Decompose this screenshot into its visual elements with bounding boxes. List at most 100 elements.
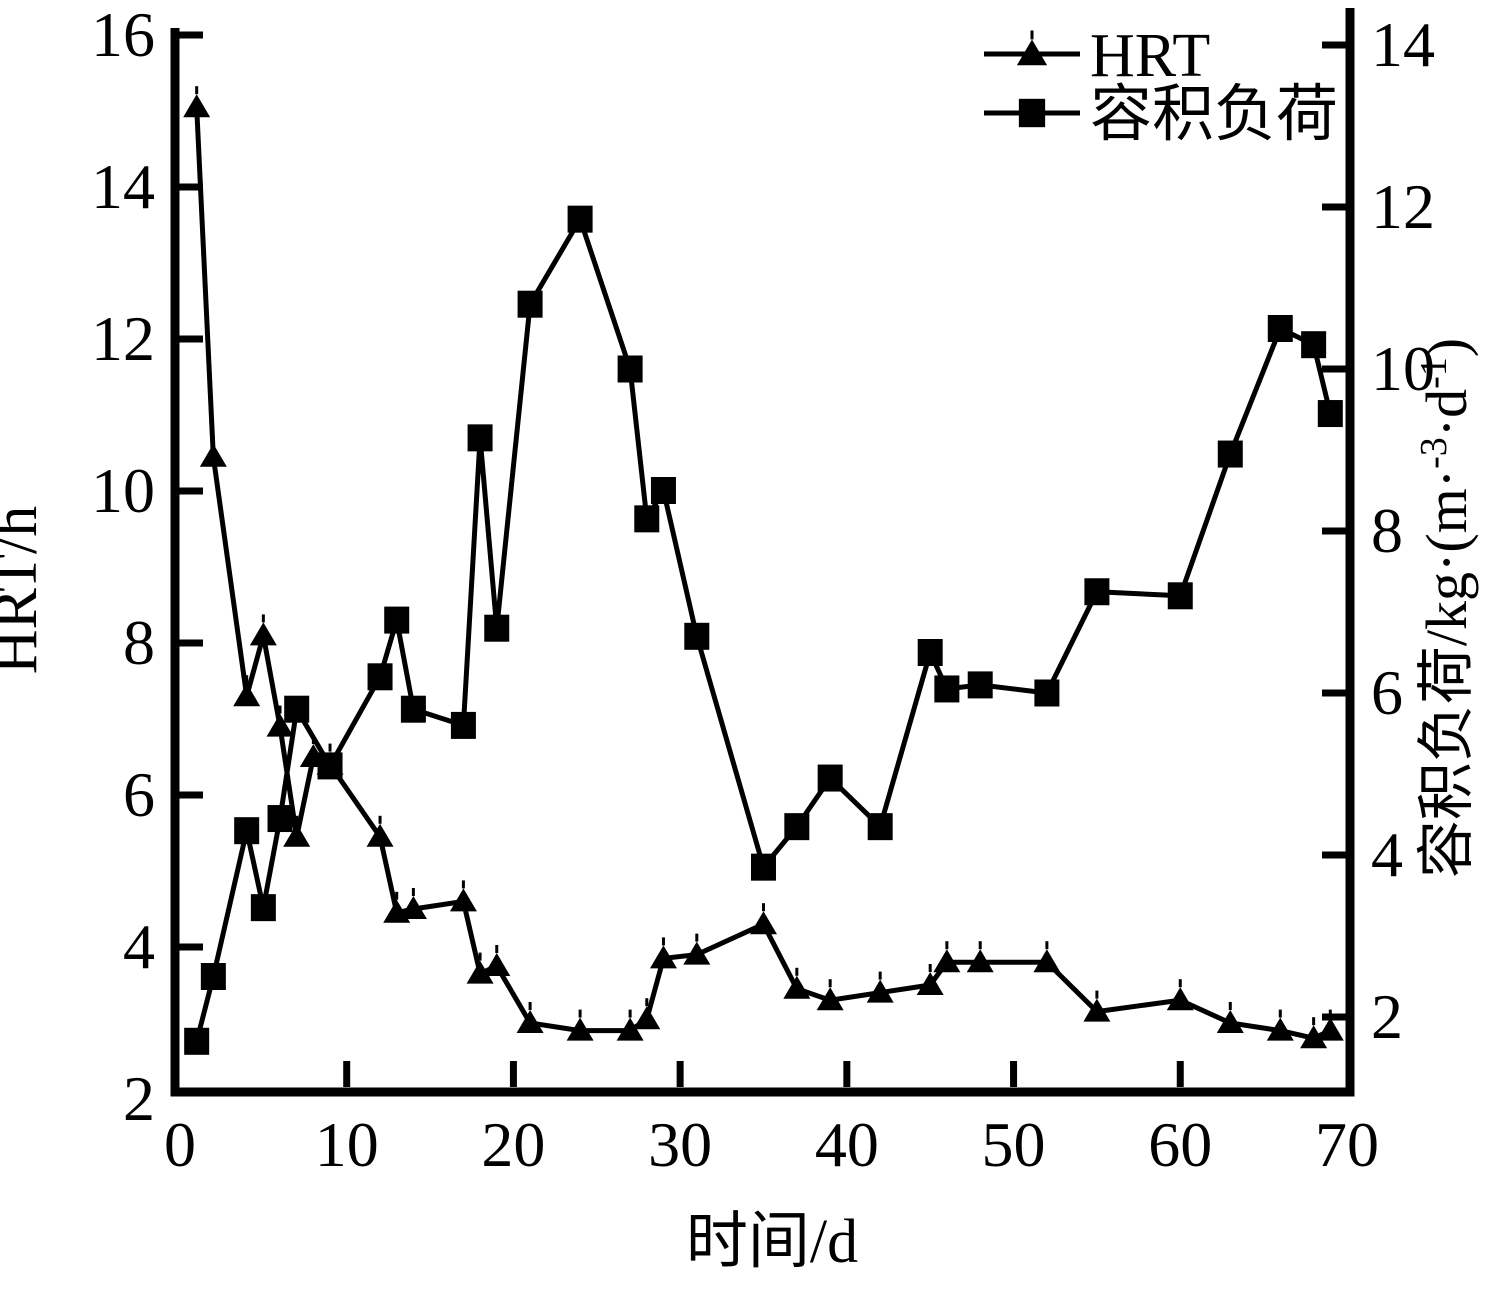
hrt-point-marker — [1300, 1025, 1328, 1049]
volumetric-load-point-marker — [967, 671, 993, 699]
hrt-point-marker — [633, 1006, 661, 1030]
hrt-point-marker — [466, 960, 494, 984]
volumetric-load-point-marker — [684, 622, 710, 650]
volumetric-load-point-marker — [384, 606, 410, 634]
x-axis-title: 时间/d — [686, 1208, 858, 1276]
volumetric-load-point-marker — [317, 752, 343, 780]
volumetric-load-point-marker — [1267, 315, 1293, 342]
legend-hrt-marker — [1016, 39, 1048, 66]
hrt-point-marker — [1033, 949, 1061, 973]
volumetric-load-point-marker — [250, 894, 276, 922]
volumetric-load-point-marker — [467, 424, 493, 452]
x-tick-label: 50 — [982, 1109, 1046, 1180]
legend-label-hrt: HRT — [1090, 22, 1210, 90]
y-right-tick-label: 12 — [1371, 171, 1435, 242]
y-left-tick-label: 16 — [91, 0, 155, 70]
hrt-point-marker — [1266, 1017, 1294, 1041]
hrt-point-marker — [516, 1010, 544, 1033]
volumetric-load-point-marker — [1167, 582, 1193, 610]
right-axis-title-segment: ·d — [1414, 389, 1479, 437]
hrt-point-marker — [283, 823, 311, 847]
hrt-point-marker — [366, 823, 394, 847]
volumetric-load-point-marker — [567, 205, 593, 233]
volumetric-load-point-marker — [650, 477, 676, 504]
right-axis-title-segment: 容积负荷/kg·(m· — [1414, 469, 1479, 878]
hrt-point-marker — [199, 443, 227, 467]
volumetric-load-point-marker — [400, 695, 426, 723]
left-axis-title: HRT/h — [0, 506, 50, 675]
y-right-tick-label: 6 — [1371, 657, 1403, 728]
hrt-point-marker — [483, 953, 511, 976]
hrt-point-marker — [683, 941, 711, 965]
volumetric-load-point-marker — [200, 963, 226, 990]
hrt-point-marker — [399, 896, 427, 919]
hrt-point-marker — [966, 949, 994, 973]
x-tick-label: 10 — [315, 1109, 379, 1180]
volumetric-load-point-marker — [934, 675, 960, 703]
x-tick-label: 60 — [1148, 1109, 1212, 1180]
hrt-point-marker — [616, 1017, 644, 1041]
volumetric-load-point-marker — [817, 764, 843, 792]
hrt-point-marker — [1083, 998, 1111, 1022]
hrt-point-marker — [816, 987, 844, 1011]
volumetric-load-point-marker — [284, 695, 310, 723]
volumetric-load-point-marker — [634, 505, 660, 533]
volumetric-load-point-marker — [234, 817, 260, 845]
hrt-point-marker — [649, 945, 677, 969]
right-axis-title: 容积负荷/kg·(m·-3·d-1) — [1413, 338, 1479, 878]
hrt-point-marker — [783, 975, 811, 999]
x-tick-label: 20 — [481, 1109, 545, 1180]
hrt-point-marker — [1166, 987, 1194, 1011]
x-tick-label: 0 — [164, 1109, 196, 1180]
volumetric-load-point-marker — [450, 711, 476, 739]
y-left-tick-label: 12 — [91, 303, 155, 374]
hrt-point-marker — [266, 713, 294, 737]
y-left-tick-label: 10 — [91, 455, 155, 526]
volumetric-load-point-marker — [1301, 331, 1327, 359]
plot-area: 2 4 6 8 10 12 14 16 2 4 6 8 10 12 14 0 10 20 30 40 50 60 70 — [91, 0, 1435, 1180]
y-right-tick-label: 14 — [1371, 9, 1435, 80]
y-left-tick-label: 2 — [123, 1063, 155, 1134]
volumetric-load-point-marker — [1084, 578, 1110, 606]
volumetric-load-point-marker — [517, 290, 543, 318]
right-axis-title-segment: -3 — [1413, 437, 1455, 469]
hrt-point-marker — [449, 888, 477, 912]
hrt-point-marker — [1216, 1010, 1244, 1033]
right-axis-title-segment: -1 — [1413, 357, 1455, 389]
hrt-point-marker — [749, 911, 777, 935]
x-tick-label: 70 — [1315, 1109, 1379, 1180]
hrt-point-marker — [249, 622, 277, 646]
hrt-point-marker — [933, 949, 961, 973]
y-right-tick-label: 4 — [1371, 819, 1403, 890]
y-left-tick-label: 14 — [91, 151, 155, 222]
y-left-tick-label: 4 — [123, 911, 155, 982]
volumetric-load-point-marker — [917, 639, 943, 666]
volumetric-load-point-marker — [267, 805, 293, 833]
volumetric-load-point-marker — [784, 813, 810, 841]
hrt-line — [194, 107, 1332, 1041]
volumetric-load-point-marker — [1034, 679, 1060, 707]
volumetric-load-point-marker — [617, 355, 643, 383]
legend-label-volumetric-load: 容积负荷 — [1090, 81, 1338, 149]
hrt-point-marker — [916, 972, 944, 995]
hrt-point-marker — [866, 979, 894, 1003]
y-right-tick-label: 2 — [1371, 981, 1403, 1052]
volumetric-load-point-marker — [1317, 400, 1343, 428]
volumetric-load-point-marker — [867, 813, 893, 841]
x-tick-label: 30 — [648, 1109, 712, 1180]
y-right-tick-label: 10 — [1371, 333, 1435, 404]
legend-load-marker — [1018, 98, 1046, 128]
hrt-point-marker — [566, 1017, 594, 1041]
y-left-tick-label: 8 — [123, 607, 155, 678]
volumetric-load-point-marker — [184, 1027, 210, 1055]
x-tick-label: 40 — [815, 1109, 879, 1180]
y-right-tick-label: 8 — [1371, 495, 1403, 566]
volumetric-load-point-marker — [750, 853, 776, 881]
right-axis-title-segment: ) — [1414, 338, 1479, 357]
volumetric-load-point-marker — [367, 663, 393, 691]
y-left-tick-label: 6 — [123, 759, 155, 830]
volumetric-load-point-marker — [1217, 440, 1243, 468]
hrt-point-marker — [1316, 1017, 1344, 1041]
